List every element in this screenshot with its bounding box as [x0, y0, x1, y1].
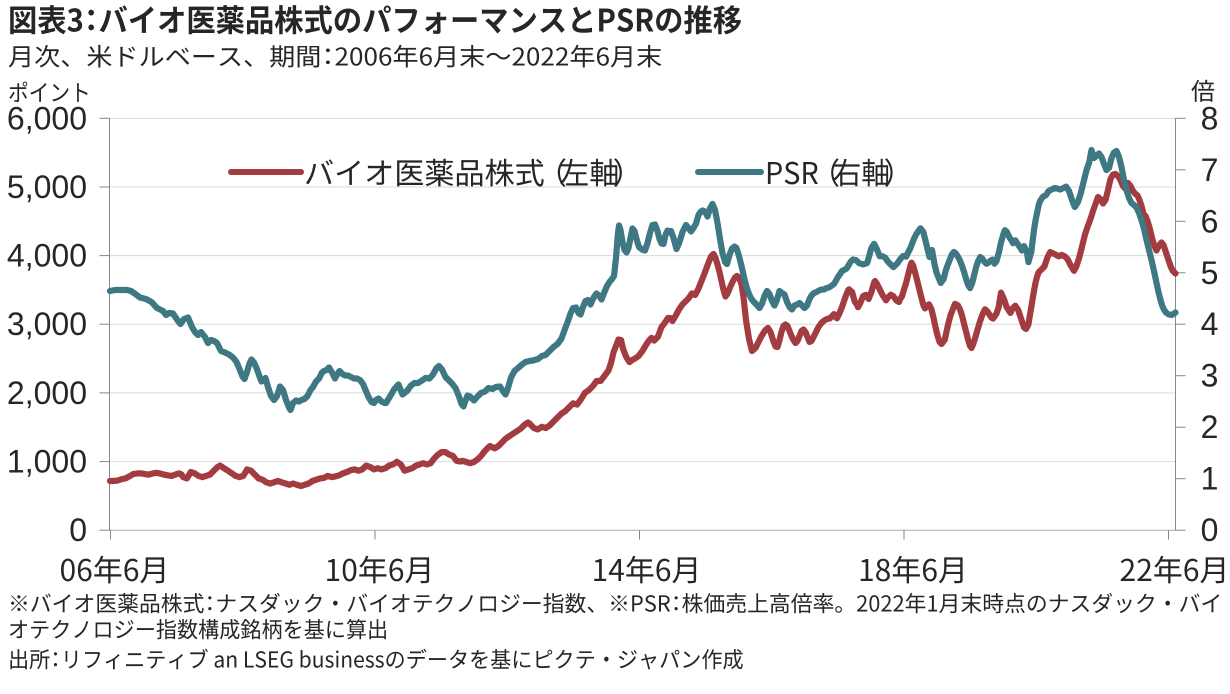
svg-text:6,000: 6,000 [7, 100, 87, 136]
svg-text:0: 0 [69, 512, 87, 548]
svg-text:5,000: 5,000 [7, 169, 87, 205]
svg-text:3: 3 [1201, 358, 1219, 394]
svg-text:0: 0 [1201, 512, 1219, 548]
svg-text:2,000: 2,000 [7, 375, 87, 411]
svg-text:5: 5 [1201, 255, 1219, 291]
svg-text:6: 6 [1201, 203, 1219, 239]
svg-text:8: 8 [1201, 100, 1219, 136]
svg-text:4,000: 4,000 [7, 238, 87, 274]
svg-text:4: 4 [1201, 306, 1219, 342]
svg-text:7: 7 [1201, 152, 1219, 188]
svg-text:3,000: 3,000 [7, 306, 87, 342]
svg-text:2: 2 [1201, 409, 1219, 445]
svg-text:1,000: 1,000 [7, 444, 87, 480]
svg-text:1: 1 [1201, 461, 1219, 497]
